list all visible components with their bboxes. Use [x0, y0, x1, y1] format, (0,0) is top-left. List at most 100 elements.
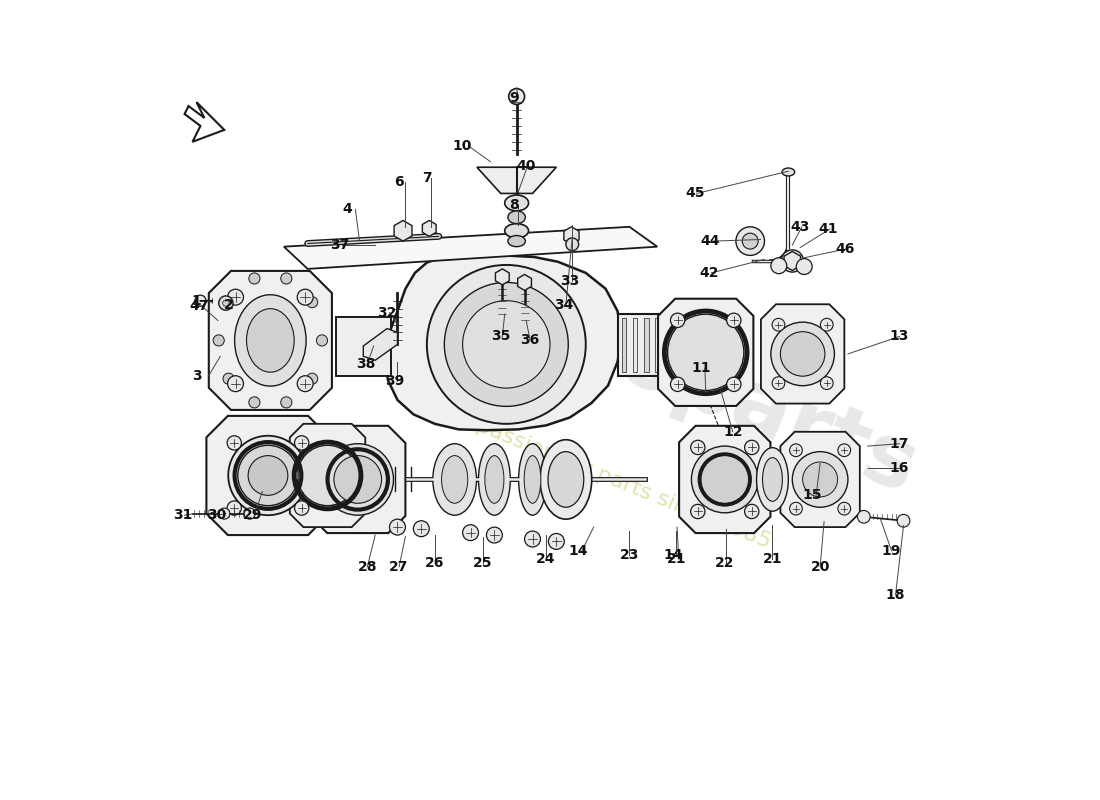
Ellipse shape [246, 309, 294, 372]
Circle shape [508, 89, 525, 105]
Text: 41: 41 [818, 222, 838, 236]
Text: 33: 33 [560, 274, 580, 288]
Text: 4: 4 [342, 202, 352, 216]
Text: 45: 45 [685, 186, 705, 201]
Circle shape [228, 290, 243, 305]
Circle shape [227, 436, 241, 450]
Text: 35: 35 [491, 330, 510, 343]
Text: 11: 11 [691, 362, 711, 375]
Text: 30: 30 [207, 508, 226, 522]
Circle shape [736, 227, 764, 255]
Circle shape [821, 377, 833, 390]
Text: 31: 31 [174, 508, 192, 522]
Polygon shape [761, 304, 845, 403]
Circle shape [249, 273, 260, 284]
Circle shape [790, 502, 802, 515]
Circle shape [898, 514, 910, 527]
Ellipse shape [762, 458, 782, 502]
Circle shape [745, 440, 759, 454]
Text: 43: 43 [791, 220, 810, 234]
Polygon shape [422, 221, 436, 236]
Text: 18: 18 [886, 588, 905, 602]
Polygon shape [363, 329, 397, 360]
Ellipse shape [432, 444, 476, 515]
Text: 29: 29 [242, 508, 262, 522]
Bar [336, 317, 392, 376]
Circle shape [295, 501, 309, 515]
Circle shape [427, 265, 585, 424]
Circle shape [334, 456, 382, 503]
Text: 24: 24 [537, 552, 556, 566]
Polygon shape [289, 424, 365, 527]
Circle shape [280, 273, 292, 284]
Text: 6: 6 [394, 174, 404, 189]
Text: 26: 26 [425, 556, 444, 570]
Circle shape [295, 436, 309, 450]
Ellipse shape [505, 195, 529, 211]
Text: 14: 14 [568, 544, 587, 558]
Polygon shape [394, 221, 412, 241]
Ellipse shape [757, 448, 789, 511]
Circle shape [803, 462, 837, 497]
Circle shape [525, 531, 540, 547]
Circle shape [838, 444, 850, 457]
Text: 8: 8 [509, 198, 519, 212]
Text: 7: 7 [422, 170, 431, 185]
Text: 34: 34 [554, 298, 574, 312]
Text: 2: 2 [223, 298, 233, 312]
Bar [644, 318, 649, 372]
Ellipse shape [234, 294, 306, 386]
Circle shape [317, 335, 328, 346]
Circle shape [219, 296, 233, 310]
Circle shape [701, 456, 749, 503]
Circle shape [249, 456, 288, 495]
Circle shape [772, 377, 784, 390]
Polygon shape [784, 251, 801, 270]
Circle shape [790, 444, 802, 457]
Ellipse shape [540, 440, 592, 519]
Ellipse shape [508, 235, 526, 246]
Text: 44: 44 [701, 234, 721, 248]
Bar [666, 318, 671, 372]
Text: 27: 27 [389, 560, 409, 574]
Circle shape [414, 521, 429, 537]
Bar [617, 314, 681, 376]
Circle shape [691, 440, 705, 454]
Circle shape [727, 378, 741, 391]
Polygon shape [385, 255, 622, 430]
Polygon shape [679, 426, 770, 533]
Circle shape [307, 297, 318, 308]
Circle shape [727, 313, 741, 327]
Text: 37: 37 [330, 238, 349, 252]
Text: 17: 17 [890, 437, 910, 450]
Text: 32: 32 [377, 306, 397, 320]
Circle shape [238, 446, 298, 506]
Ellipse shape [478, 444, 510, 515]
Ellipse shape [782, 168, 794, 176]
Ellipse shape [505, 224, 529, 238]
Text: 21: 21 [668, 552, 686, 566]
Circle shape [796, 258, 812, 274]
Text: 10: 10 [453, 138, 472, 153]
Text: 36: 36 [520, 334, 540, 347]
Text: 39: 39 [385, 374, 405, 388]
Text: 42: 42 [700, 266, 718, 280]
Ellipse shape [485, 456, 504, 503]
Text: 20: 20 [811, 560, 829, 574]
Circle shape [463, 525, 478, 541]
Circle shape [213, 335, 224, 346]
Bar [621, 318, 626, 372]
Polygon shape [564, 227, 579, 244]
Circle shape [195, 295, 206, 306]
Circle shape [668, 314, 744, 390]
Text: 25: 25 [473, 556, 492, 570]
Text: 22: 22 [715, 556, 735, 570]
Text: 1: 1 [191, 294, 201, 308]
Text: 38: 38 [356, 358, 375, 371]
Circle shape [307, 373, 318, 384]
Polygon shape [477, 167, 557, 194]
Circle shape [745, 504, 759, 518]
Text: 40: 40 [517, 158, 536, 173]
Circle shape [389, 519, 406, 535]
Circle shape [229, 436, 308, 515]
